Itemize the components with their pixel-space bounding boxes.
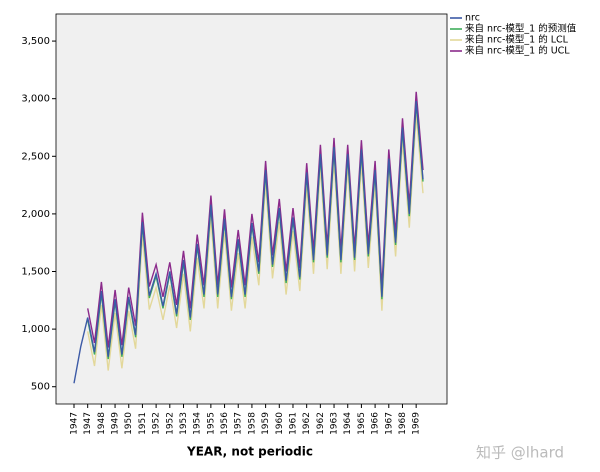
y-tick-label: 1,000 (21, 324, 50, 335)
x-tick-label: 1951 (138, 412, 148, 435)
series-line (87, 114, 424, 371)
watermark: 知乎 @lhard (476, 444, 564, 462)
x-tick-label: 1965 (357, 412, 367, 435)
y-tick-label: 3,000 (21, 94, 50, 105)
plot-area (55, 13, 448, 405)
x-tick-label: 1962 (316, 412, 326, 435)
x-tick-label: 1960 (275, 412, 285, 435)
x-tick-label: 1963 (330, 412, 340, 435)
x-tick-label: 1959 (261, 412, 271, 435)
x-tick-label: 1969 (412, 412, 422, 435)
x-tick-label: 1949 (111, 412, 121, 435)
x-tick-label: 1956 (220, 412, 230, 435)
y-tick-label: 500 (31, 382, 50, 393)
x-tick-label: 1968 (398, 412, 408, 435)
legend-label: 来自 nrc-模型_1 的 LCL (465, 34, 569, 46)
x-tick-label: 1952 (165, 412, 175, 435)
legend-label: 来自 nrc-模型_1 的预测值 (465, 23, 577, 35)
legend-label: 来自 nrc-模型_1 的 UCL (465, 45, 570, 57)
x-tick-label: 1953 (179, 412, 189, 435)
x-tick-label: 1952 (152, 412, 162, 435)
x-tick-label: 1962 (302, 412, 312, 435)
y-tick-label: 2,000 (21, 209, 50, 220)
legend-label: nrc (465, 13, 480, 24)
x-tick-label: 1947 (83, 412, 93, 435)
x-tick-label: 1955 (206, 412, 216, 435)
y-tick-label: 3,500 (21, 36, 50, 47)
x-axis-title: YEAR, not periodic (186, 445, 313, 459)
x-tick-label: 1947 (70, 412, 80, 435)
x-tick-label: 1961 (288, 412, 298, 435)
y-tick-label: 1,500 (21, 267, 50, 278)
x-tick-label: 1950 (124, 412, 134, 435)
series-line (73, 100, 424, 384)
x-tick-label: 1967 (384, 412, 394, 435)
x-tick-label: 1957 (234, 412, 244, 435)
x-tick-label: 1948 (97, 412, 107, 435)
x-tick-label: 1966 (371, 412, 381, 435)
x-tick-label: 1958 (247, 412, 257, 435)
x-tick-label: 1964 (343, 412, 353, 435)
x-tick-label: 1954 (193, 412, 203, 435)
y-tick-label: 2,500 (21, 151, 50, 162)
